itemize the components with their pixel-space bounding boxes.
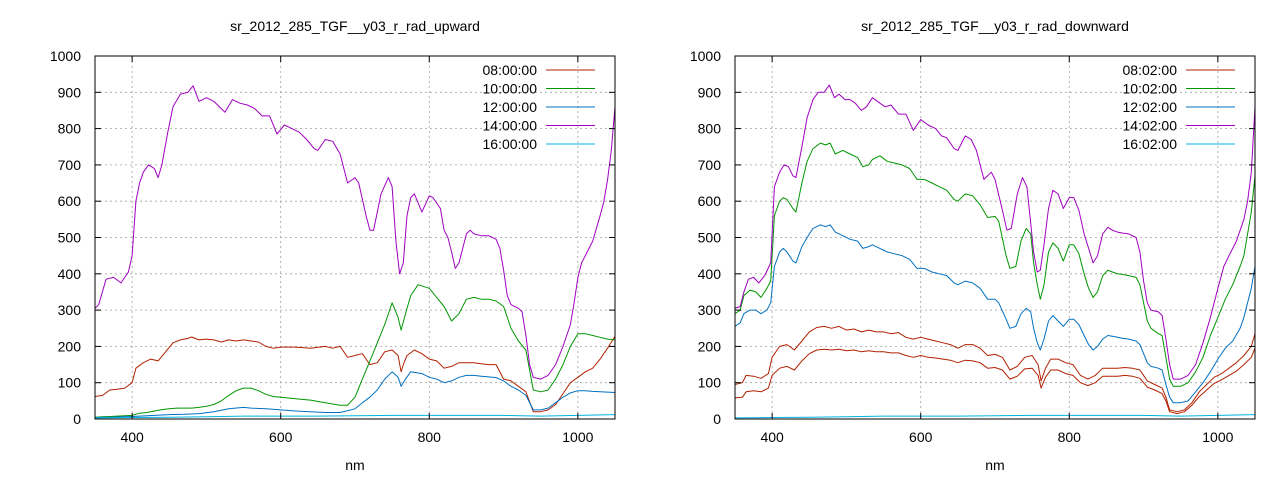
series-line-4 — [95, 85, 615, 380]
chart-title: sr_2012_285_TGF__y03_r_rad_upward — [230, 18, 480, 34]
chart-panel-2: 0 100 200 300 400 500 600 700 800 900 1000 400 600 80… — [690, 18, 1256, 473]
x-tick-label: 600 — [269, 429, 293, 445]
series-line-1 — [735, 325, 1255, 413]
chart-panel-1: 0 100 200 300 400 500 600 700 800 900 1000 400 600 80… — [50, 18, 616, 473]
legend-label: 12:02:00 — [1123, 99, 1178, 115]
y-tick-label: 0 — [713, 411, 721, 427]
y-tick-label: 500 — [698, 230, 722, 246]
legend-label: 16:00:00 — [483, 136, 538, 152]
x-tick-label: 400 — [760, 429, 784, 445]
legend-label: 14:02:00 — [1123, 118, 1178, 134]
x-tick-label: 1000 — [1202, 429, 1233, 445]
legend-label: 08:02:00 — [1123, 62, 1178, 78]
y-tick-label: 800 — [58, 121, 82, 137]
y-tick-label: 400 — [58, 266, 82, 282]
y-tick-label: 200 — [58, 338, 82, 354]
y-tick-label: 600 — [698, 193, 722, 209]
x-tick-label: 800 — [1058, 429, 1082, 445]
x-tick-label: 1000 — [562, 429, 593, 445]
series-line-3 — [735, 224, 1255, 404]
y-tick-label: 1000 — [50, 48, 81, 64]
series-line-extra-1 — [735, 348, 1255, 415]
legend-label: 10:00:00 — [483, 81, 538, 97]
y-tick-label: 400 — [698, 266, 722, 282]
series-line-1 — [95, 335, 615, 413]
y-tick-label: 300 — [698, 302, 722, 318]
series-line-2 — [95, 284, 615, 418]
y-tick-label: 800 — [698, 121, 722, 137]
y-tick-label: 200 — [698, 338, 722, 354]
legend-label: 10:02:00 — [1123, 81, 1178, 97]
y-tick-label: 100 — [58, 375, 82, 391]
x-axis-label: nm — [985, 457, 1004, 473]
y-tick-label: 700 — [698, 157, 722, 173]
y-tick-label: 300 — [58, 302, 82, 318]
y-tick-label: 500 — [58, 230, 82, 246]
x-tick-label: 400 — [120, 429, 144, 445]
y-tick-label: 900 — [698, 84, 722, 100]
x-axis-label: nm — [345, 457, 364, 473]
series-line-5 — [735, 414, 1255, 419]
x-tick-label: 600 — [909, 429, 933, 445]
series-line-5 — [95, 414, 615, 419]
y-tick-label: 600 — [58, 193, 82, 209]
legend-label: 14:00:00 — [483, 118, 538, 134]
legend-label: 16:02:00 — [1123, 136, 1178, 152]
y-tick-label: 100 — [698, 375, 722, 391]
series-line-4 — [735, 84, 1255, 380]
y-tick-label: 900 — [58, 84, 82, 100]
legend-label: 12:00:00 — [483, 99, 538, 115]
y-tick-label: 0 — [73, 411, 81, 427]
legend-label: 08:00:00 — [483, 62, 538, 78]
chart-title: sr_2012_285_TGF__y03_r_rad_downward — [861, 18, 1129, 34]
y-tick-label: 700 — [58, 157, 82, 173]
x-tick-label: 800 — [418, 429, 442, 445]
series-line-3 — [95, 371, 615, 418]
y-tick-label: 1000 — [690, 48, 721, 64]
series-line-2 — [735, 142, 1255, 387]
